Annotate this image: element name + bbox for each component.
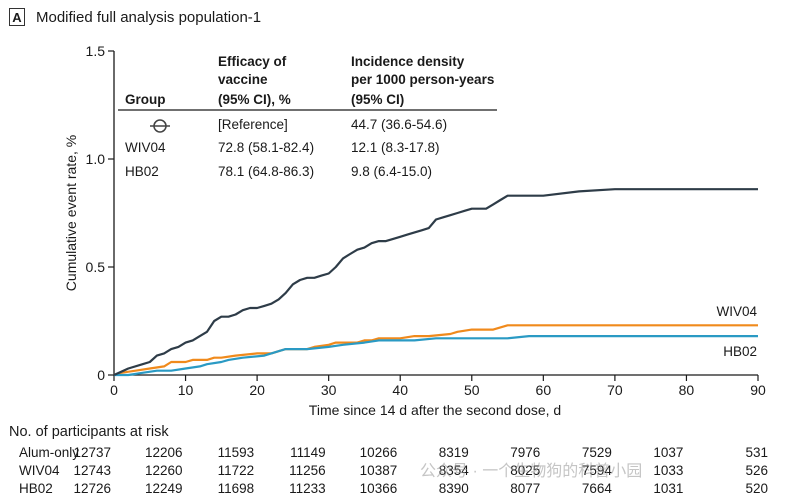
row-alum-efficacy: [Reference]: [218, 117, 288, 132]
header-incidence-1: Incidence density: [351, 54, 465, 69]
row-wiv04-efficacy: 72.8 (58.1-82.4): [218, 140, 314, 155]
risk-table-title: No. of participants at risk: [9, 424, 169, 440]
series-line-wiv04: [113, 324, 758, 377]
x-tick-label: 60: [536, 382, 552, 398]
risk-cell: 8354: [438, 463, 469, 478]
risk-cell: 7594: [581, 463, 612, 478]
y-tick-label: 1.5: [86, 43, 106, 59]
series-layer: [113, 188, 758, 377]
risk-cell: 1037: [653, 445, 684, 460]
risk-cell: 8025: [510, 463, 541, 478]
risk-cell: 11233: [289, 481, 326, 496]
risk-cell: 10387: [359, 463, 398, 478]
risk-cell: 8077: [510, 481, 541, 496]
row-hb02-incidence: 9.8 (6.4-15.0): [351, 164, 432, 179]
risk-cell: 12726: [73, 481, 111, 496]
row-wiv04-incidence: 12.1 (8.3-17.8): [351, 140, 440, 155]
x-tick-label: 50: [464, 382, 480, 398]
x-tick-label: 10: [178, 382, 194, 398]
header-efficacy-2: vaccine: [218, 72, 268, 87]
header-efficacy-1: Efficacy of: [218, 54, 287, 69]
y-tick-label: 1.0: [86, 151, 106, 167]
x-axis-title: Time since 14 d after the second dose, d: [309, 402, 561, 418]
panel-tag: A: [9, 8, 25, 26]
wiv04-end-label: WIV04: [716, 304, 757, 319]
header-incidence-2: per 1000 person-years: [351, 72, 494, 87]
axes: 0 0.5 1.0 1.5 0 10 20 30 40 50 60 70 80 90: [86, 43, 766, 398]
header-group: Group: [125, 92, 166, 107]
risk-cell: 8319: [438, 445, 469, 460]
y-axis-title: Cumulative event rate, %: [63, 135, 79, 291]
row-wiv04-group: WIV04: [125, 140, 166, 155]
risk-cell: 11149: [290, 445, 326, 460]
x-tick-label: 0: [110, 382, 118, 398]
x-tick-label: 80: [679, 382, 695, 398]
inset-table: Efficacy of Incidence density vaccine pe…: [118, 54, 497, 179]
x-tick-label: 30: [321, 382, 337, 398]
risk-row-label: Alum-only: [19, 445, 80, 460]
risk-cell: 8390: [438, 481, 469, 496]
risk-cell: 10266: [359, 445, 398, 460]
redaction-box: [118, 115, 198, 135]
risk-cell: 526: [745, 463, 768, 478]
header-efficacy-3: (95% CI), %: [218, 92, 291, 107]
risk-cell: 11698: [217, 481, 255, 496]
risk-cell: 12743: [73, 463, 111, 478]
risk-cell: 10366: [359, 481, 398, 496]
obscured-icon: [150, 119, 170, 133]
risk-cell: 1033: [653, 463, 684, 478]
watermark: 公众号 · 一个生物狗的科普小园: [420, 463, 643, 480]
risk-cell: 7529: [581, 445, 612, 460]
row-hb02-efficacy: 78.1 (64.8-86.3): [218, 164, 314, 179]
risk-row-wiv04: WIV04 12743 12260 11722 11256 10387 8354 8025 75…: [0, 462, 800, 480]
row-alum-incidence: 44.7 (36.6-54.6): [351, 117, 447, 132]
x-tick-label: 20: [249, 382, 265, 398]
risk-cell: 520: [745, 481, 768, 496]
row-hb02-group: HB02: [125, 164, 159, 179]
risk-cell: 12206: [145, 445, 183, 460]
hb02-end-label: HB02: [723, 344, 757, 359]
risk-cell: 12737: [73, 445, 111, 460]
risk-cell: 1031: [653, 481, 684, 496]
risk-row-alum-only: Alum-only 12737 12206 11593 11149 10266 8319 79…: [0, 444, 800, 462]
panel-title: Modified full analysis population-1: [36, 9, 262, 26]
y-tick-label: 0: [97, 367, 105, 383]
series-line-hb02: [114, 335, 758, 377]
risk-row-hb02: HB02 12726 12249 11698 11233 10366 8390 8077 766…: [0, 480, 800, 498]
x-tick-label: 90: [750, 382, 766, 398]
risk-row-label: HB02: [19, 481, 53, 496]
series-line-alum-only: [113, 188, 758, 377]
risk-cell: 11256: [289, 463, 326, 478]
risk-cell: 11593: [217, 445, 255, 460]
risk-cell: 12249: [145, 481, 183, 496]
event-rate-chart: 0 0.5 1.0 1.5 0 10 20 30 40 50 60 70 80 90 Efficacy o…: [63, 43, 766, 418]
risk-cell: 7664: [581, 481, 612, 496]
y-tick-label: 0.5: [86, 259, 106, 275]
x-tick-label: 70: [607, 382, 623, 398]
risk-cell: 7976: [510, 445, 541, 460]
risk-row-label: WIV04: [19, 463, 60, 478]
risk-cell: 531: [745, 445, 768, 460]
risk-cell: 12260: [145, 463, 183, 478]
header-incidence-3: (95% CI): [351, 92, 404, 107]
risk-cell: 11722: [217, 463, 255, 478]
x-tick-label: 40: [392, 382, 408, 398]
